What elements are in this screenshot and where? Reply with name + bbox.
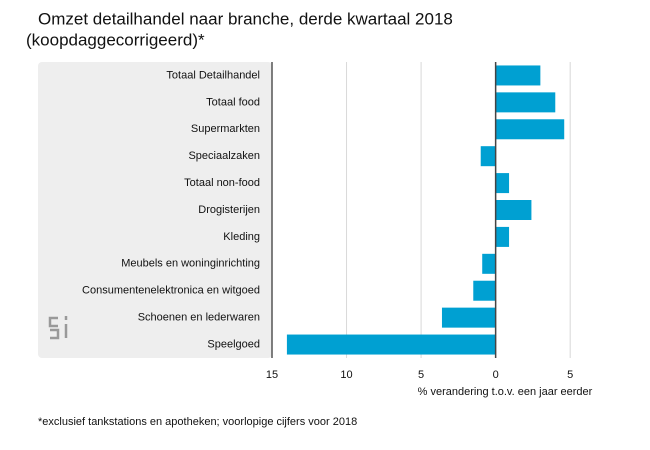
bar — [495, 173, 510, 194]
category-label: Totaal food — [206, 96, 260, 108]
bar — [473, 280, 496, 301]
chart-title: Omzet detailhandel naar branche, derde k… — [38, 9, 453, 28]
bar — [482, 253, 496, 274]
logo — [48, 316, 68, 340]
category-label: Totaal non-food — [184, 177, 260, 189]
bar — [495, 226, 510, 247]
category-label: Totaal Detailhandel — [166, 69, 260, 81]
category-label: Schoenen en lederwaren — [138, 312, 260, 324]
x-tick-label: 5 — [567, 369, 573, 381]
footnote: *exclusief tankstations en apotheken; vo… — [38, 416, 357, 428]
category-label: Speciaalzaken — [188, 150, 260, 162]
bar — [441, 307, 496, 328]
category-label: Drogisterijen — [198, 204, 260, 216]
x-axis-label: % verandering t.o.v. een jaar eerder — [418, 386, 593, 398]
category-label: Speelgoed — [207, 338, 260, 350]
x-tick-label: 10 — [340, 369, 352, 381]
bar — [286, 334, 496, 355]
bar — [480, 146, 496, 167]
label-panel — [38, 62, 272, 358]
x-tick-label: 0 — [493, 369, 499, 381]
chart-subtitle: (koopdaggecorrigeerd)* — [26, 30, 205, 49]
x-tick-label: 5 — [418, 369, 424, 381]
category-label: Consumentenelektronica en witgoed — [82, 285, 260, 297]
bar — [495, 119, 565, 140]
category-label: Kleding — [223, 231, 260, 243]
x-tick-label: 15 — [266, 369, 278, 381]
bar — [495, 92, 556, 113]
category-label: Meubels en woninginrichting — [121, 258, 260, 270]
category-label: Supermarkten — [191, 123, 260, 135]
bar — [495, 65, 541, 86]
bar — [495, 200, 532, 220]
